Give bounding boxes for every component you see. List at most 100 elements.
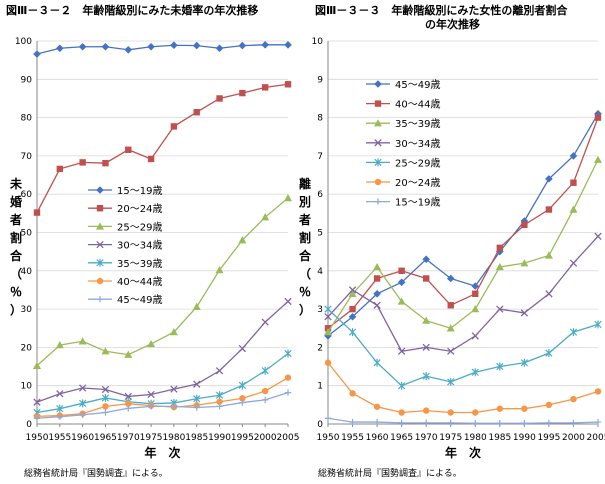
data-point: [373, 418, 381, 426]
data-point: [545, 401, 553, 409]
legend-label: 30～34歳: [117, 240, 162, 252]
data-point: [373, 301, 381, 309]
legend-marker: [96, 277, 104, 285]
data-point: [170, 403, 178, 410]
data-point: [594, 232, 602, 240]
data-point: [261, 318, 269, 326]
x-tick-label: 1955: [341, 433, 364, 443]
source-note: 総務省統計局『国勢調査』による。: [318, 467, 462, 479]
data-point: [422, 419, 430, 427]
x-tick-label: 1985: [488, 433, 511, 443]
y-tick-label: 7: [317, 152, 323, 162]
data-point: [496, 362, 504, 371]
x-tick-label: 1975: [439, 433, 462, 443]
legend-label: 25～29歳: [117, 221, 162, 233]
data-point: [447, 377, 455, 386]
x-tick-label: 2000: [254, 433, 277, 443]
data-point: [373, 403, 381, 410]
data-point: [56, 390, 64, 398]
y-tick-label: 40: [21, 267, 33, 277]
legend-label: 15～19歳: [395, 197, 440, 209]
data-point: [446, 324, 455, 332]
y-axis-title-char: 離: [299, 176, 311, 191]
legend-marker: [374, 198, 382, 205]
data-point: [56, 413, 64, 420]
data-point: [373, 275, 381, 282]
y-axis-title-char: ）: [10, 302, 22, 317]
series-4: [324, 305, 602, 390]
y-axis-title: 未婚者割合 （ ％ ）: [9, 176, 23, 317]
x-tick-label: 1965: [390, 433, 413, 443]
data-point: [215, 391, 224, 400]
series-line: [36, 391, 289, 419]
series-line: [327, 235, 599, 352]
legend-marker: [96, 222, 104, 230]
legend-label: 25～29歳: [395, 157, 440, 169]
x-tick-label: 1960: [71, 433, 94, 443]
x-tick-label: 1990: [208, 433, 231, 443]
data-point: [472, 290, 479, 297]
legend-marker: [96, 296, 104, 303]
data-point: [284, 41, 292, 49]
data-point: [471, 305, 480, 313]
data-point: [55, 341, 64, 349]
y-axis-title-char: 別: [298, 195, 311, 209]
x-tick-label: 1960: [366, 433, 389, 443]
y-tick-label: 100: [15, 37, 32, 47]
series-0: [324, 109, 602, 340]
data-point: [545, 419, 553, 427]
legend: 45～49歳 40～44歳 35～39歳 30～34歳 25～29歳 20～24歳 15～1…: [366, 79, 440, 209]
legend-marker: [96, 258, 104, 267]
data-point: [373, 289, 381, 298]
legend-marker: [374, 119, 382, 127]
legend-marker: [96, 205, 104, 212]
data-point: [261, 41, 269, 49]
data-point: [398, 267, 405, 274]
series-0: [33, 41, 292, 58]
y-axis-title-char: 合: [299, 248, 312, 263]
data-point: [193, 380, 201, 388]
data-point: [56, 404, 64, 413]
y-axis-title: 離別者割合 （ ％ ）: [298, 176, 312, 317]
data-point: [239, 395, 246, 402]
series-5: [324, 359, 602, 416]
data-point: [216, 403, 223, 410]
legend-label: 40～44歳: [117, 276, 162, 288]
legend-marker: [374, 178, 382, 186]
legend-label: 40～44歳: [395, 99, 440, 111]
y-axis-title-char: 婚: [10, 194, 22, 209]
data-point: [284, 389, 292, 396]
x-tick-label: 1965: [94, 433, 117, 443]
y-axis-title-char: ％: [10, 285, 22, 299]
data-point: [216, 95, 223, 102]
data-point: [102, 409, 109, 416]
data-point: [102, 403, 109, 410]
data-point: [33, 209, 41, 216]
x-tick-label: 1980: [162, 433, 185, 443]
data-point: [373, 262, 382, 271]
data-point: [238, 381, 246, 390]
legend-marker: [96, 240, 104, 249]
chart-title: 図Ⅲ－３－３ 年齢階級別にみた女性の離別者割合: [315, 3, 568, 17]
data-point: [193, 404, 200, 411]
data-point: [397, 347, 406, 355]
data-point: [147, 42, 155, 51]
data-point: [569, 328, 578, 337]
data-point: [569, 152, 578, 160]
x-axis-title: 年 次: [144, 445, 180, 460]
data-point: [215, 266, 224, 274]
data-point: [422, 255, 430, 264]
x-tick-label: 1950: [317, 433, 340, 443]
data-point: [594, 155, 602, 163]
data-point: [348, 289, 357, 297]
data-point: [398, 381, 406, 390]
series-2: [33, 194, 292, 369]
data-point: [125, 146, 132, 153]
data-point: [422, 407, 430, 414]
data-point: [545, 290, 553, 298]
data-point: [446, 274, 455, 283]
y-tick-label: 50: [21, 229, 33, 239]
data-point: [324, 313, 332, 321]
legend-label: 20～24歳: [117, 203, 162, 215]
data-point: [284, 374, 292, 381]
